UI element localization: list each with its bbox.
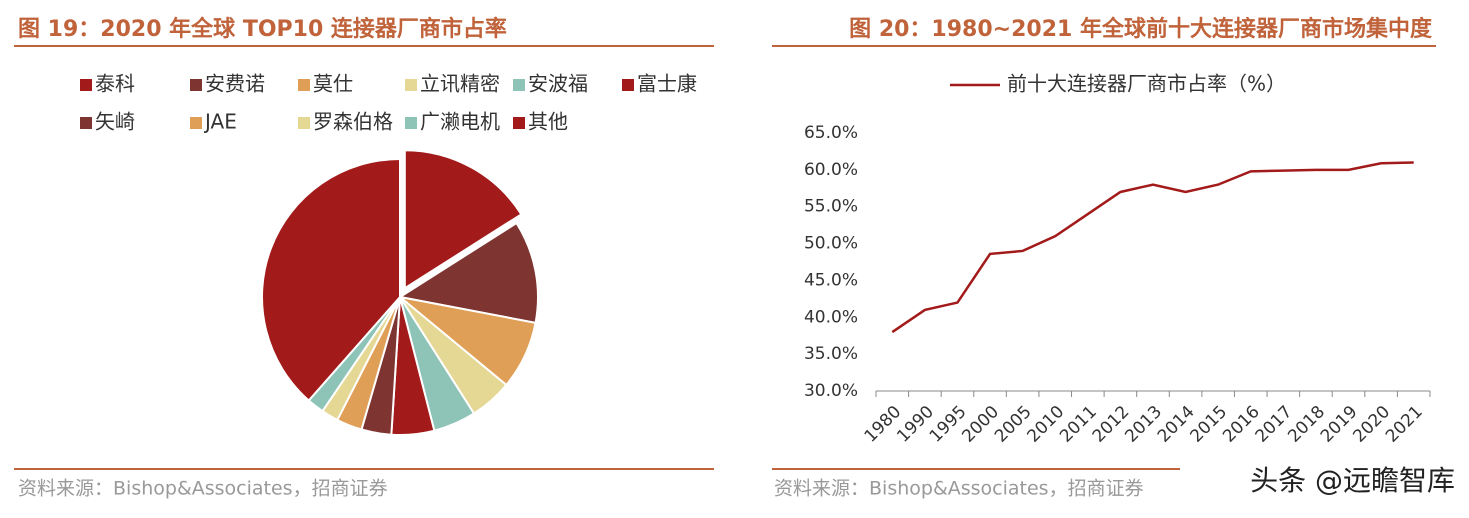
- x-tick-label: 2019: [1317, 402, 1362, 447]
- y-tick-label: 50.0%: [804, 234, 858, 254]
- pie-slice: [261, 157, 401, 402]
- x-tick-label: 2015: [1187, 402, 1232, 447]
- y-tick-label: 55.0%: [804, 197, 858, 217]
- x-tick-label: 2011: [1056, 402, 1101, 447]
- legend-swatch: [190, 117, 202, 129]
- x-tick-label: 2000: [958, 402, 1003, 447]
- y-tick-label: 65.0%: [804, 123, 858, 143]
- legend-swatch: [190, 79, 202, 91]
- legend-label: JAE: [203, 110, 237, 134]
- legend-label: 立讯精密: [420, 72, 500, 96]
- pie-slice: [397, 221, 539, 325]
- legend-swatch: [513, 117, 525, 129]
- legend-label: 矢崎: [95, 110, 135, 134]
- source: 资料来源：Bishop&Associates，招商证券: [18, 478, 388, 500]
- x-tick-label: 1995: [926, 402, 971, 447]
- watermark: 头条 @远瞻智库: [1250, 464, 1455, 497]
- x-tick-label: 1990: [893, 402, 938, 447]
- legend-swatch: [298, 117, 310, 129]
- legend-label: 其他: [528, 110, 568, 134]
- legend-label: 罗森伯格: [313, 110, 393, 134]
- legend-swatch: [80, 117, 92, 129]
- legend-swatch: [622, 79, 634, 91]
- pie-slice: [403, 149, 523, 291]
- legend-label: 泰科: [95, 72, 135, 96]
- y-tick-label: 30.0%: [804, 381, 858, 401]
- x-tick-label: 2016: [1219, 402, 1264, 447]
- legend-swatch: [80, 79, 92, 91]
- line-series: [891, 161, 1414, 334]
- x-tick-label: 2018: [1284, 402, 1329, 447]
- y-tick-label: 40.0%: [804, 307, 858, 327]
- legend-label: 莫仕: [313, 72, 353, 96]
- legend-label: 广濑电机: [420, 110, 500, 134]
- x-tick-label: 2020: [1349, 402, 1394, 447]
- watermark-bg: [1180, 460, 1460, 504]
- legend-label: 前十大连接器厂商市占率（%）: [1007, 72, 1286, 96]
- legend-swatch: [298, 79, 310, 91]
- legend-label: 安费诺: [205, 72, 265, 96]
- legend-swatch: [513, 79, 525, 91]
- x-tick-label: 2017: [1252, 402, 1297, 447]
- x-tick-label: 2021: [1382, 402, 1427, 447]
- chart-title: 图 19：2020 年全球 TOP10 连接器厂商市占率: [18, 16, 507, 42]
- x-tick-label: 2014: [1154, 402, 1199, 447]
- y-tick-label: 60.0%: [804, 160, 858, 180]
- x-tick-label: 1980: [861, 402, 906, 447]
- legend-swatch: [405, 79, 417, 91]
- legend-label: 安波福: [528, 72, 588, 96]
- source: 资料来源：Bishop&Associates，招商证券: [774, 478, 1144, 500]
- x-tick-label: 2010: [1024, 402, 1069, 447]
- x-tick-label: 2005: [991, 402, 1036, 447]
- chart-title: 图 20：1980~2021 年全球前十大连接器厂商市场集中度: [849, 16, 1433, 42]
- x-tick-label: 2012: [1089, 402, 1134, 447]
- legend-swatch: [405, 117, 417, 129]
- y-tick-label: 35.0%: [804, 344, 858, 364]
- x-tick-label: 2013: [1121, 402, 1166, 447]
- legend-label: 富士康: [637, 72, 697, 96]
- y-tick-label: 45.0%: [804, 270, 858, 290]
